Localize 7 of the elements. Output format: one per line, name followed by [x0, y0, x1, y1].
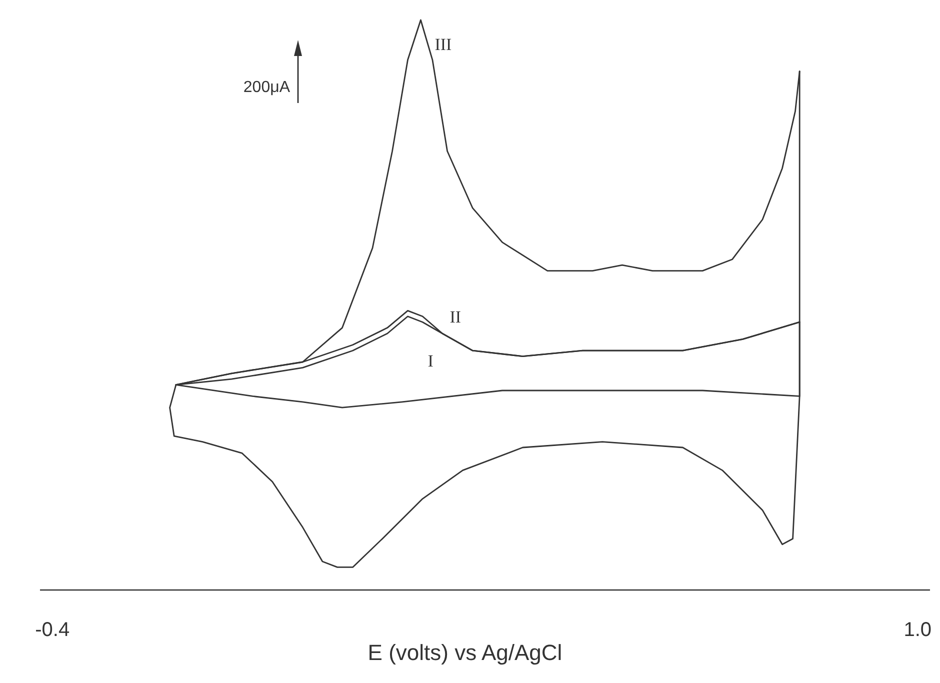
- x-tick-label: 1.0: [904, 619, 932, 641]
- series-label: II: [450, 308, 462, 327]
- annotation: 200μA: [243, 79, 290, 96]
- series-label: I: [428, 351, 434, 370]
- series-label: III: [434, 35, 452, 54]
- x-axis-title: E (volts) vs Ag/AgCl: [368, 640, 562, 665]
- x-tick-label: -0.4: [35, 619, 70, 641]
